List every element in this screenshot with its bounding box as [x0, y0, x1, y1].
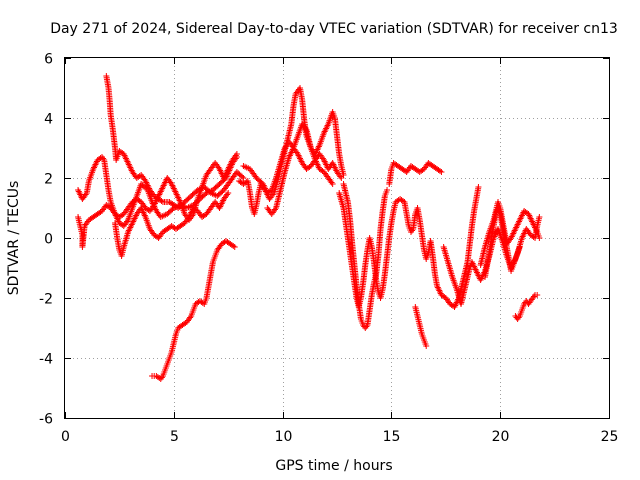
series-trace-l: [388, 184, 482, 310]
data-point: [536, 214, 543, 220]
y-tick-label: -4: [39, 352, 53, 368]
series-trace-d: [112, 190, 232, 259]
y-tick-label: 6: [44, 52, 53, 68]
data-point: [436, 168, 443, 174]
data-point: [534, 292, 541, 298]
x-axis-label: GPS time / hours: [275, 458, 392, 474]
x-tick-label: 5: [170, 429, 179, 445]
grid-lines: [65, 58, 609, 418]
data-point: [384, 187, 391, 193]
chart-title: Day 271 of 2024, Sidereal Day-to-day VTE…: [50, 21, 618, 37]
data-point: [233, 151, 240, 157]
data-point: [239, 173, 246, 180]
data-point: [475, 184, 482, 190]
x-tick-label: 0: [61, 429, 70, 445]
data-point: [329, 181, 336, 187]
series-trace-k: [386, 160, 445, 187]
y-tick-label: 0: [44, 232, 53, 248]
x-tick-label: 20: [492, 429, 510, 445]
data-point: [338, 175, 345, 181]
series-trace-e: [149, 238, 238, 382]
series-trace-o: [481, 205, 543, 280]
data-point: [225, 190, 232, 196]
plot-frame: [64, 57, 610, 419]
series-trace-c: [103, 73, 247, 211]
y-tick-label: 4: [44, 112, 53, 128]
data-point: [230, 243, 237, 249]
data-point: [240, 175, 247, 181]
x-tick-label: 15: [383, 429, 401, 445]
x-tick-label: 10: [275, 429, 293, 445]
series-trace-j: [340, 181, 391, 331]
y-tick-label: 2: [44, 172, 53, 188]
axes: 0 5 10 15 20 25 -6 -4 -2 0 2 4 6: [39, 52, 618, 446]
x-tick-label: 25: [601, 429, 619, 445]
data-point: [423, 343, 430, 349]
data-point: [158, 198, 165, 204]
data-points: [75, 73, 543, 382]
y-tick-label: -2: [39, 292, 53, 308]
data-point: [231, 244, 238, 250]
y-axis-label: SDTVAR / TECUs: [6, 181, 22, 296]
data-point: [438, 169, 445, 175]
series-trace-h: [264, 121, 336, 217]
y-tick-label: -6: [39, 412, 53, 428]
series-trace-p: [512, 292, 541, 322]
